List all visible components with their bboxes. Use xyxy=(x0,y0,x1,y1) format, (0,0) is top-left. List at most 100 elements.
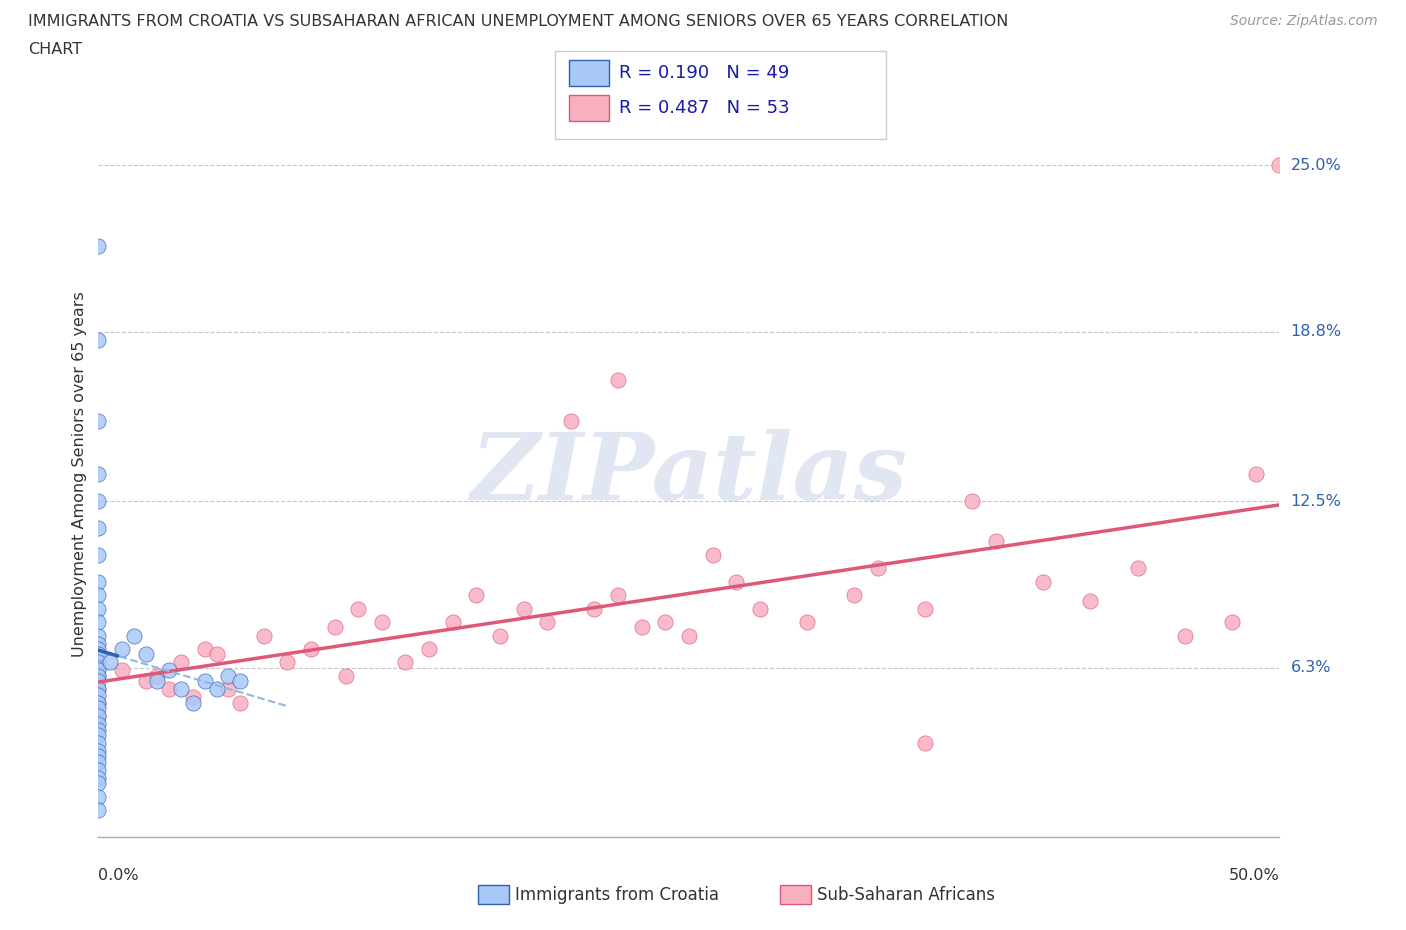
Point xyxy=(1126,561,1149,576)
Point xyxy=(181,696,204,711)
Point xyxy=(87,803,110,817)
Point xyxy=(87,575,110,590)
Point xyxy=(87,663,110,678)
Point xyxy=(87,628,110,643)
Point xyxy=(87,717,110,732)
Point xyxy=(87,763,110,777)
Point xyxy=(607,373,630,388)
Text: R = 0.190   N = 49: R = 0.190 N = 49 xyxy=(619,64,789,83)
Point xyxy=(87,615,110,630)
Point xyxy=(157,682,180,697)
Point xyxy=(87,776,110,790)
Point xyxy=(87,709,110,724)
Text: 50.0%: 50.0% xyxy=(1229,868,1279,883)
Point xyxy=(87,521,110,536)
Point xyxy=(87,696,110,711)
Point xyxy=(229,696,252,711)
Point xyxy=(170,655,193,670)
Point xyxy=(146,673,169,688)
Point xyxy=(87,636,110,651)
Point xyxy=(135,647,157,662)
Point xyxy=(111,642,134,657)
Point xyxy=(276,655,298,670)
Point xyxy=(205,647,228,662)
Point xyxy=(748,601,770,616)
Point xyxy=(87,709,110,724)
Point xyxy=(87,770,110,785)
Point xyxy=(135,673,157,688)
Point xyxy=(87,588,110,603)
Text: 25.0%: 25.0% xyxy=(1291,158,1341,173)
Point xyxy=(205,682,228,697)
Point xyxy=(157,663,180,678)
Point xyxy=(87,669,110,684)
Point xyxy=(87,655,110,670)
Text: Sub-Saharan Africans: Sub-Saharan Africans xyxy=(817,885,995,904)
Point xyxy=(1244,467,1267,482)
Point xyxy=(87,722,110,737)
Point xyxy=(1080,593,1102,608)
Point xyxy=(122,628,145,643)
Text: ZIPatlas: ZIPatlas xyxy=(471,430,907,519)
Point xyxy=(725,575,748,590)
Text: Immigrants from Croatia: Immigrants from Croatia xyxy=(515,885,718,904)
Point xyxy=(347,601,370,616)
Point xyxy=(87,660,110,675)
Point xyxy=(914,601,936,616)
Point xyxy=(111,663,134,678)
Text: 0.0%: 0.0% xyxy=(98,868,139,883)
Point xyxy=(560,413,582,428)
Point xyxy=(371,615,394,630)
Point xyxy=(465,588,488,603)
Point xyxy=(323,620,346,635)
Point xyxy=(630,620,652,635)
Point xyxy=(87,700,110,715)
Point xyxy=(512,601,534,616)
Y-axis label: Unemployment Among Seniors over 65 years: Unemployment Among Seniors over 65 years xyxy=(72,291,87,658)
Point xyxy=(702,548,724,563)
Point xyxy=(87,682,110,697)
Point xyxy=(87,333,110,348)
Point xyxy=(98,655,121,670)
Point xyxy=(146,669,169,684)
Text: IMMIGRANTS FROM CROATIA VS SUBSAHARAN AFRICAN UNEMPLOYMENT AMONG SENIORS OVER 65: IMMIGRANTS FROM CROATIA VS SUBSAHARAN AF… xyxy=(28,14,1008,29)
Point xyxy=(962,494,984,509)
Point xyxy=(194,673,217,688)
Point xyxy=(87,548,110,563)
Point xyxy=(335,669,357,684)
Point xyxy=(170,682,193,697)
Point xyxy=(87,749,110,764)
Point xyxy=(418,642,440,657)
Point xyxy=(87,790,110,804)
Point xyxy=(194,642,217,657)
Point xyxy=(394,655,416,670)
Point xyxy=(87,647,110,662)
Point xyxy=(1220,615,1243,630)
Text: 6.3%: 6.3% xyxy=(1291,660,1331,675)
Point xyxy=(87,687,110,702)
Point xyxy=(87,642,110,657)
Point xyxy=(87,673,110,688)
Point xyxy=(866,561,889,576)
Point xyxy=(678,628,700,643)
Point xyxy=(87,669,110,684)
Point xyxy=(583,601,606,616)
Point xyxy=(87,601,110,616)
Point xyxy=(1032,575,1054,590)
Point xyxy=(87,744,110,759)
Point xyxy=(87,754,110,769)
Point xyxy=(87,682,110,697)
Text: CHART: CHART xyxy=(28,42,82,57)
Point xyxy=(536,615,558,630)
Text: 12.5%: 12.5% xyxy=(1291,494,1341,509)
Point xyxy=(87,736,110,751)
Point xyxy=(984,534,1007,549)
Point xyxy=(229,673,252,688)
Point xyxy=(489,628,512,643)
Point xyxy=(607,588,630,603)
Point xyxy=(87,467,110,482)
Point xyxy=(217,682,239,697)
Point xyxy=(181,690,204,705)
Point xyxy=(299,642,322,657)
Point xyxy=(654,615,676,630)
